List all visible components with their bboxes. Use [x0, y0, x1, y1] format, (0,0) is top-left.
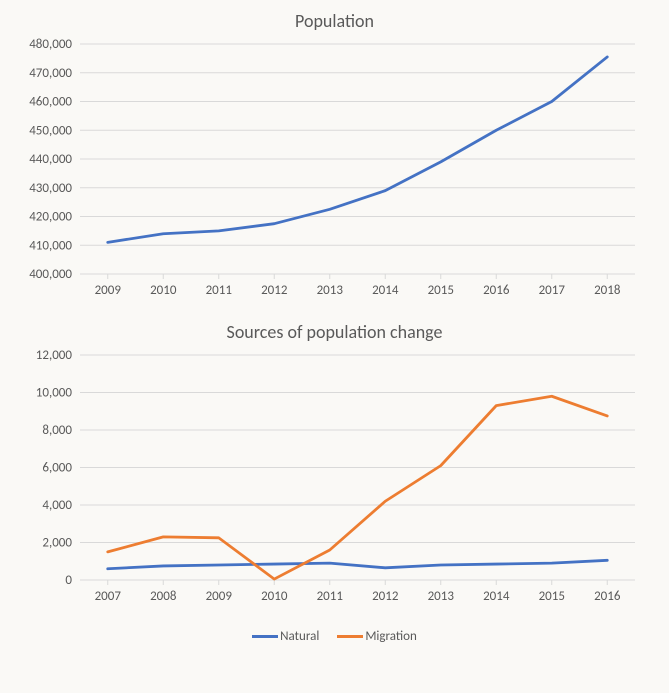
- svg-text:2014: 2014: [372, 283, 399, 298]
- svg-text:2013: 2013: [428, 589, 455, 604]
- svg-text:2013: 2013: [317, 283, 344, 298]
- svg-text:2010: 2010: [150, 283, 177, 298]
- svg-text:420,000: 420,000: [29, 210, 72, 225]
- svg-text:450,000: 450,000: [29, 123, 72, 138]
- svg-text:400,000: 400,000: [29, 267, 72, 282]
- svg-text:4,000: 4,000: [42, 498, 72, 513]
- legend-item-natural: Natural: [252, 629, 319, 644]
- chart2-title: Sources of population change: [0, 321, 669, 343]
- svg-text:2017: 2017: [539, 283, 566, 298]
- svg-text:2018: 2018: [594, 283, 621, 298]
- svg-text:2014: 2014: [483, 589, 510, 604]
- svg-text:2009: 2009: [206, 589, 233, 604]
- chart1-svg: 400,000 410,000 420,000 430,000 440,000 450,0…: [0, 36, 669, 321]
- svg-text:2,000: 2,000: [42, 536, 72, 551]
- svg-text:6,000: 6,000: [42, 461, 72, 476]
- legend-item-migration: Migration: [337, 629, 417, 644]
- chart2-legend: Natural Migration: [0, 629, 669, 644]
- svg-text:430,000: 430,000: [29, 181, 72, 196]
- svg-text:480,000: 480,000: [29, 37, 72, 52]
- svg-text:2011: 2011: [206, 283, 232, 298]
- chart2-svg: 0 2,000 4,000 6,000 8,000 10,000 12,000 2007 200…: [0, 347, 669, 627]
- svg-text:460,000: 460,000: [29, 95, 72, 110]
- legend-swatch-migration: [337, 635, 363, 638]
- legend-swatch-natural: [252, 635, 278, 638]
- svg-text:2010: 2010: [261, 589, 288, 604]
- legend-label-natural: Natural: [280, 629, 319, 644]
- svg-text:2016: 2016: [594, 589, 621, 604]
- svg-text:12,000: 12,000: [36, 348, 73, 363]
- chart1-title: Population: [0, 10, 669, 32]
- sources-chart: Sources of population change 0 2,000 4,000…: [0, 321, 669, 644]
- svg-text:2009: 2009: [95, 283, 122, 298]
- svg-text:2015: 2015: [428, 283, 454, 298]
- population-chart: Population 400,000410,000420,000430,0004…: [0, 0, 669, 321]
- svg-text:440,000: 440,000: [29, 152, 72, 167]
- svg-text:2012: 2012: [261, 283, 288, 298]
- svg-text:2011: 2011: [317, 589, 343, 604]
- svg-text:8,000: 8,000: [42, 423, 72, 438]
- svg-text:2016: 2016: [483, 283, 510, 298]
- svg-text:470,000: 470,000: [29, 66, 72, 81]
- svg-text:2015: 2015: [539, 589, 565, 604]
- svg-text:10,000: 10,000: [36, 386, 73, 401]
- svg-text:0: 0: [65, 573, 72, 588]
- legend-label-migration: Migration: [365, 629, 417, 644]
- svg-text:2007: 2007: [95, 589, 122, 604]
- svg-text:2008: 2008: [150, 589, 177, 604]
- svg-text:410,000: 410,000: [29, 238, 72, 253]
- svg-text:2012: 2012: [372, 589, 399, 604]
